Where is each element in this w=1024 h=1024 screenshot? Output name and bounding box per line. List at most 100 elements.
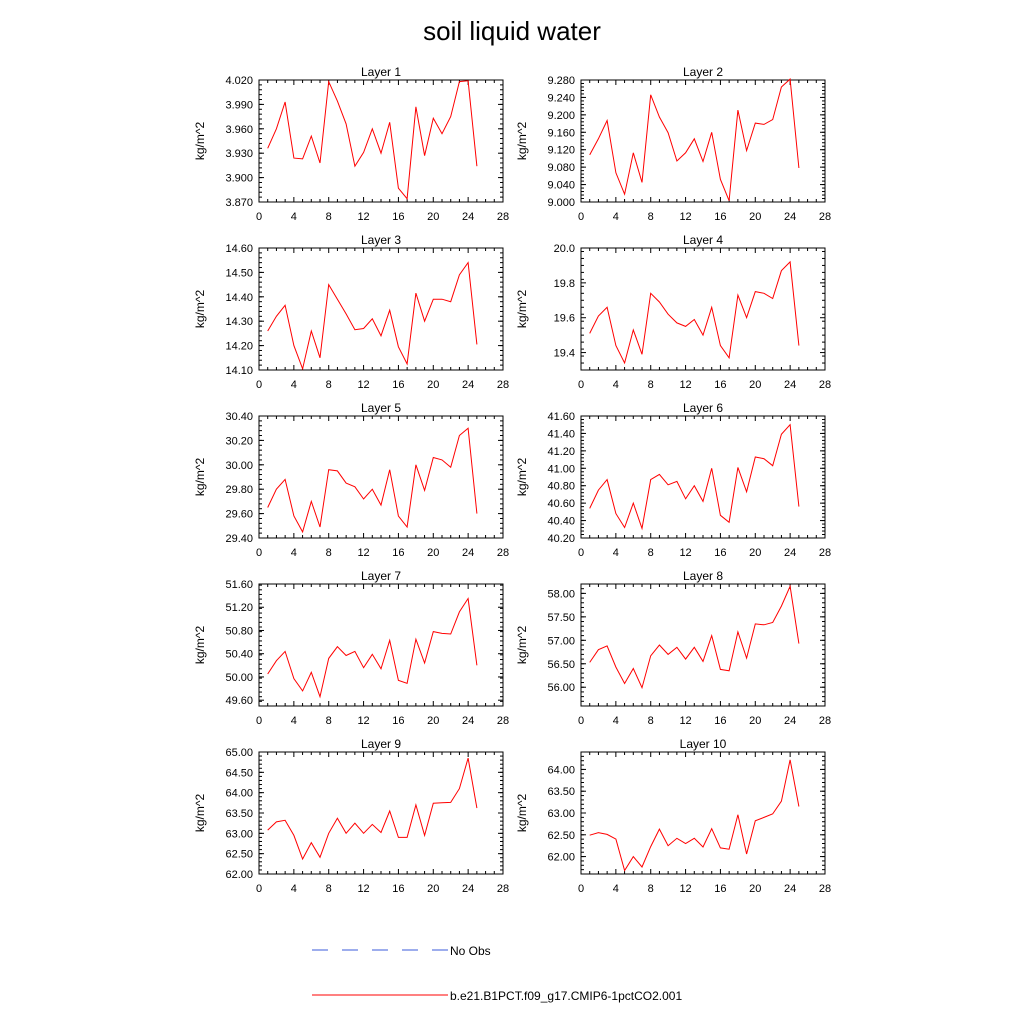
panels: Layer 1 kg/m^2 0 4 8 12 16 20 24 28 3.870 3.900 3.93… xyxy=(193,65,831,895)
x-tick-label: 12 xyxy=(679,715,691,727)
x-tick-label: 4 xyxy=(291,715,297,727)
y-tick-label: 40.60 xyxy=(547,498,575,510)
panel-3: Layer 3 kg/m^2 0 4 8 12 16 20 24 28 14.10 14.20 14.3… xyxy=(193,233,509,391)
x-tick-label: 12 xyxy=(679,379,691,391)
series-line xyxy=(589,759,800,872)
x-tick-label: 0 xyxy=(578,379,584,391)
y-tick-label: 62.00 xyxy=(225,869,253,881)
plot-frame xyxy=(258,79,504,203)
y-tick-label: 9.280 xyxy=(547,75,575,87)
panel-1: Layer 1 kg/m^2 0 4 8 12 16 20 24 28 3.870 3.900 3.93… xyxy=(193,65,509,223)
x-tick-label: 12 xyxy=(357,547,369,559)
panel-2: Layer 2 kg/m^2 0 4 8 12 16 20 24 28 9.000 9.040 9.08… xyxy=(515,65,831,223)
panel-title: Layer 9 xyxy=(361,737,401,751)
x-tick-label: 20 xyxy=(749,883,761,895)
x-tick-label: 28 xyxy=(497,379,509,391)
y-tick-label: 29.60 xyxy=(225,509,253,521)
y-tick-label: 14.20 xyxy=(225,341,253,353)
panel-title: Layer 4 xyxy=(683,233,723,247)
y-tick-label: 9.080 xyxy=(547,162,575,174)
y-tick-label: 57.00 xyxy=(547,635,575,647)
plot-frame xyxy=(580,583,826,707)
y-tick-label: 41.60 xyxy=(547,411,575,423)
y-tick-label: 14.50 xyxy=(225,267,253,279)
y-tick-label: 41.00 xyxy=(547,463,575,475)
y-tick-label: 9.160 xyxy=(547,127,575,139)
x-tick-label: 8 xyxy=(648,883,654,895)
series-line xyxy=(267,757,478,861)
x-tick-label: 12 xyxy=(679,547,691,559)
y-tick-label: 9.040 xyxy=(547,180,575,192)
y-tick-label: 50.00 xyxy=(225,672,253,684)
panel-title: Layer 1 xyxy=(361,65,401,79)
x-tick-label: 16 xyxy=(392,211,404,223)
series-line xyxy=(267,427,478,534)
x-tick-label: 24 xyxy=(462,883,474,895)
y-axis-label: kg/m^2 xyxy=(515,290,529,329)
x-tick-label: 8 xyxy=(326,211,332,223)
x-tick-label: 24 xyxy=(462,715,474,727)
y-tick-label: 50.80 xyxy=(225,625,253,637)
y-tick-label: 14.60 xyxy=(225,243,253,255)
x-tick-label: 28 xyxy=(819,883,831,895)
x-tick-label: 0 xyxy=(578,715,584,727)
x-tick-label: 12 xyxy=(357,379,369,391)
x-tick-label: 16 xyxy=(714,547,726,559)
x-tick-label: 16 xyxy=(392,715,404,727)
plot-frame xyxy=(258,583,504,707)
panel-title: Layer 3 xyxy=(361,233,401,247)
x-tick-label: 4 xyxy=(291,379,297,391)
y-tick-label: 41.40 xyxy=(547,428,575,440)
panel-5: Layer 5 kg/m^2 0 4 8 12 16 20 24 28 29.40 29.60 29.8… xyxy=(193,401,509,559)
x-tick-label: 12 xyxy=(679,211,691,223)
y-tick-label: 63.50 xyxy=(225,808,253,820)
x-tick-label: 16 xyxy=(714,715,726,727)
x-tick-label: 24 xyxy=(462,379,474,391)
x-tick-label: 20 xyxy=(427,883,439,895)
x-tick-label: 16 xyxy=(392,547,404,559)
x-tick-label: 24 xyxy=(784,547,796,559)
x-tick-label: 4 xyxy=(291,211,297,223)
y-tick-label: 9.200 xyxy=(547,110,575,122)
y-tick-label: 30.00 xyxy=(225,460,253,472)
y-tick-label: 62.00 xyxy=(547,852,575,864)
x-tick-label: 28 xyxy=(819,547,831,559)
x-tick-label: 28 xyxy=(497,211,509,223)
y-tick-label: 29.40 xyxy=(225,533,253,545)
x-tick-label: 20 xyxy=(749,547,761,559)
x-tick-label: 4 xyxy=(613,211,619,223)
y-axis-label: kg/m^2 xyxy=(193,290,207,329)
y-tick-label: 4.020 xyxy=(225,75,253,87)
series-line xyxy=(267,597,478,699)
panel-title: Layer 2 xyxy=(683,65,723,79)
x-tick-label: 16 xyxy=(714,211,726,223)
x-tick-label: 20 xyxy=(427,211,439,223)
panel-8: Layer 8 kg/m^2 0 4 8 12 16 20 24 28 56.00 56.50 57.0… xyxy=(515,569,831,727)
series-line xyxy=(589,260,800,365)
y-tick-label: 19.6 xyxy=(554,313,575,325)
plot-frame xyxy=(580,247,826,371)
y-axis-label: kg/m^2 xyxy=(193,794,207,833)
x-tick-label: 8 xyxy=(648,211,654,223)
legend-obs-label: No Obs xyxy=(450,944,491,958)
x-tick-label: 20 xyxy=(749,379,761,391)
plot-frame xyxy=(258,247,504,371)
x-tick-label: 12 xyxy=(357,883,369,895)
y-tick-label: 41.20 xyxy=(547,446,575,458)
x-tick-label: 24 xyxy=(462,211,474,223)
y-axis-label: kg/m^2 xyxy=(515,794,529,833)
x-tick-label: 4 xyxy=(291,547,297,559)
x-tick-label: 0 xyxy=(256,211,262,223)
y-tick-label: 58.00 xyxy=(547,588,575,600)
panel-6: Layer 6 kg/m^2 0 4 8 12 16 20 24 28 40.20 40.40 40.6… xyxy=(515,401,831,559)
x-tick-label: 12 xyxy=(679,883,691,895)
panel-4: Layer 4 kg/m^2 0 4 8 12 16 20 24 28 19.4 19.6 19.8 20… xyxy=(515,233,831,391)
plot-frame xyxy=(258,751,504,875)
x-tick-label: 4 xyxy=(291,883,297,895)
x-tick-label: 12 xyxy=(357,211,369,223)
y-tick-label: 14.10 xyxy=(225,365,253,377)
x-tick-label: 0 xyxy=(256,379,262,391)
y-tick-label: 9.120 xyxy=(547,145,575,157)
y-tick-label: 51.20 xyxy=(225,602,253,614)
